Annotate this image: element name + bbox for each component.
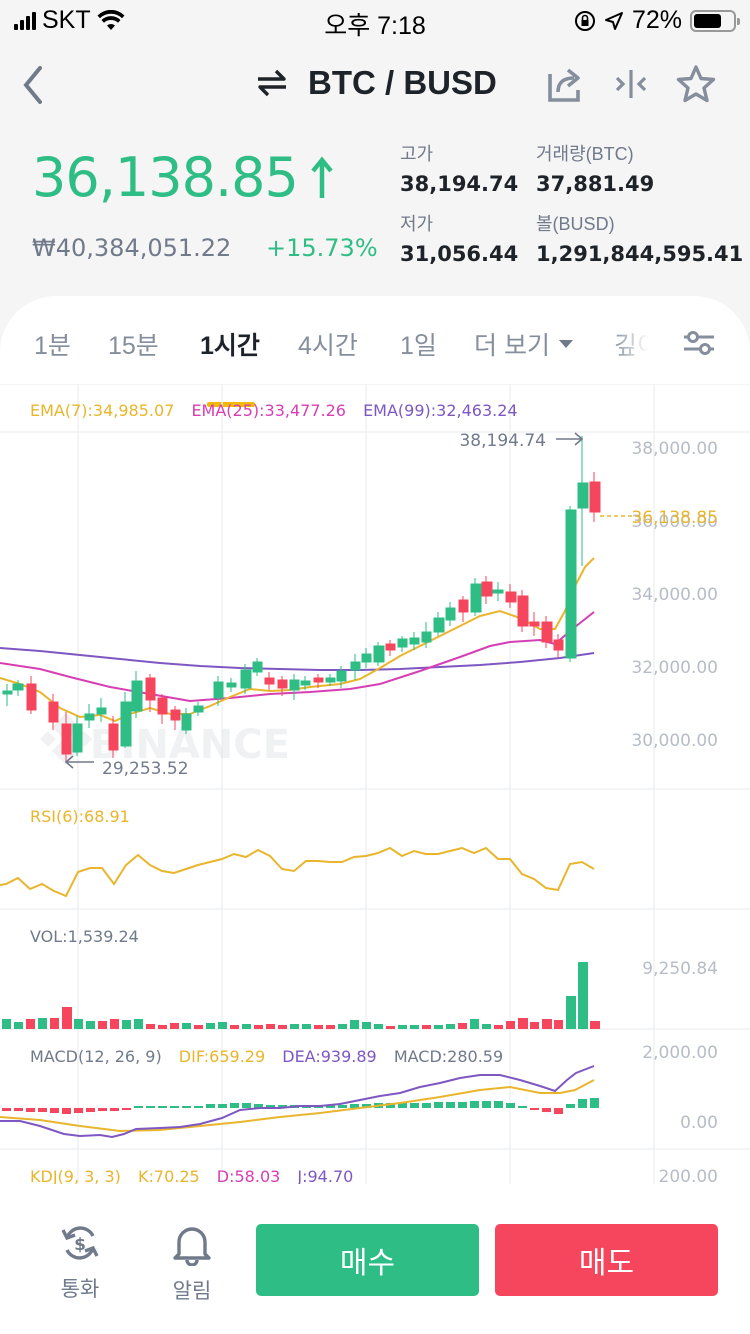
alert-button[interactable]: 알림 (152, 1222, 232, 1305)
svg-text:32,000.00: 32,000.00 (631, 658, 718, 678)
bottom-action-bar: $ 통화 알림 매수 매도 (0, 1200, 750, 1334)
high-marker: 38,194.74 (459, 431, 584, 451)
svg-text:38,194.74: 38,194.74 (459, 431, 546, 451)
convert-button[interactable]: $ 통화 (40, 1222, 120, 1303)
svg-text:VOL:1,539.24: VOL:1,539.24 (30, 927, 139, 946)
stat-value: 38,194.74 (400, 172, 519, 196)
chart-panel: 1분 15분 1시간 4시간 1일 더 보기 깊이 (0, 296, 750, 1334)
pair-title[interactable]: BTC / BUSD (256, 64, 497, 102)
ticker-summary: 36,138.85 ₩40,384,051.22 +15.73% 고가 38,1… (0, 130, 750, 290)
pair-name: BTC / BUSD (308, 64, 497, 101)
battery-icon (690, 9, 740, 32)
svg-text:38,000.00: 38,000.00 (631, 439, 718, 459)
battery-percent: 72% (631, 6, 682, 34)
tab-more-label: 더 보기 (474, 332, 550, 360)
alert-label: 알림 (172, 1280, 212, 1303)
stat-volume-busd: 볼(BUSD) 1,291,844,595.41 (536, 210, 743, 266)
stat-value: 31,056.44 (400, 242, 519, 266)
volume-bars (2, 962, 600, 1029)
carrier-name: SKT (42, 6, 91, 34)
tab-4h[interactable]: 4시간 (298, 332, 358, 360)
svg-text:RSI(6):68.91: RSI(6):68.91 (30, 807, 130, 826)
tab-1d[interactable]: 1일 (400, 332, 437, 360)
tab-15m[interactable]: 15분 (108, 332, 159, 360)
svg-text:36,000.00: 36,000.00 (631, 512, 718, 532)
svg-text:29,253.52: 29,253.52 (102, 759, 189, 779)
svg-text:34,000.00: 34,000.00 (631, 585, 718, 605)
status-right: 72% (574, 6, 740, 35)
stat-label: 저가 (400, 214, 434, 234)
svg-text:9,250.84: 9,250.84 (642, 959, 718, 979)
caret-down-icon (558, 340, 573, 348)
compare-icon[interactable] (611, 64, 651, 104)
stat-volume-btc: 거래량(BTC) 37,881.49 (536, 140, 654, 196)
ema-legend: EMA(7):34,985.07 EMA(25):33,477.26 EMA(9… (30, 401, 518, 420)
last-price-value: 36,138.85 (32, 146, 299, 209)
tab-1m[interactable]: 1분 (34, 332, 71, 360)
swap-arrows-icon (258, 69, 286, 97)
wifi-icon (97, 9, 125, 30)
back-chevron-icon[interactable] (14, 60, 54, 110)
currency-convert-icon: $ (61, 1226, 99, 1260)
svg-text:30,000.00: 30,000.00 (631, 731, 718, 751)
signal-icon (14, 11, 36, 30)
sell-button[interactable]: 매도 (495, 1224, 718, 1296)
tab-fade (612, 320, 672, 384)
sliders-icon[interactable] (682, 328, 716, 358)
timeframe-tabs: 1분 15분 1시간 4시간 1일 더 보기 깊이 (0, 320, 750, 407)
svg-text:$: $ (74, 1235, 86, 1255)
krw-price: ₩40,384,051.22 (32, 234, 232, 262)
convert-label: 통화 (60, 1278, 100, 1301)
location-icon (604, 11, 623, 30)
last-price: 36,138.85 (32, 146, 334, 209)
tab-1h[interactable]: 1시간 (200, 332, 260, 360)
stat-label: 볼(BUSD) (536, 214, 615, 234)
stat-high: 고가 38,194.74 (400, 140, 518, 196)
stat-label: 거래량(BTC) (536, 144, 634, 164)
candlestick-chart[interactable]: BINANCE 38,000.00 36,000.00 34,000.00 32… (0, 384, 750, 1184)
active-tab-indicator (207, 402, 255, 407)
svg-text:0.00: 0.00 (680, 1113, 718, 1133)
star-icon[interactable] (676, 64, 716, 104)
share-icon[interactable] (546, 64, 586, 104)
svg-text:2,000.00: 2,000.00 (642, 1043, 718, 1063)
candles (2, 436, 601, 762)
buy-button[interactable]: 매수 (256, 1224, 479, 1296)
kdj-legend: KDJ(9, 3, 3) K:70.25 D:58.03 J:94.70 (30, 1167, 353, 1184)
low-marker: 29,253.52 (64, 755, 189, 779)
stat-value: 37,881.49 (536, 172, 655, 196)
orientation-lock-icon (574, 10, 595, 31)
nav-bar: BTC / BUSD (0, 50, 750, 120)
bell-icon (173, 1227, 211, 1267)
stat-label: 고가 (400, 144, 434, 164)
stat-low: 저가 31,056.44 (400, 210, 518, 266)
svg-text:200.00: 200.00 (659, 1167, 718, 1184)
carrier: SKT (14, 6, 125, 35)
status-bar: SKT 오후 7:18 72% (0, 0, 750, 40)
arrow-up-icon (311, 155, 333, 198)
macd-legend: MACD(12, 26, 9) DIF:659.29 DEA:939.89 MA… (30, 1047, 503, 1066)
change-percent: +15.73% (266, 234, 378, 262)
tab-more[interactable]: 더 보기 (474, 326, 574, 362)
price-axis: 38,000.00 36,000.00 34,000.00 32,000.00 … (631, 439, 718, 751)
svg-text:36,138.85: 36,138.85 (631, 508, 718, 528)
stat-value: 1,291,844,595.41 (536, 242, 744, 266)
